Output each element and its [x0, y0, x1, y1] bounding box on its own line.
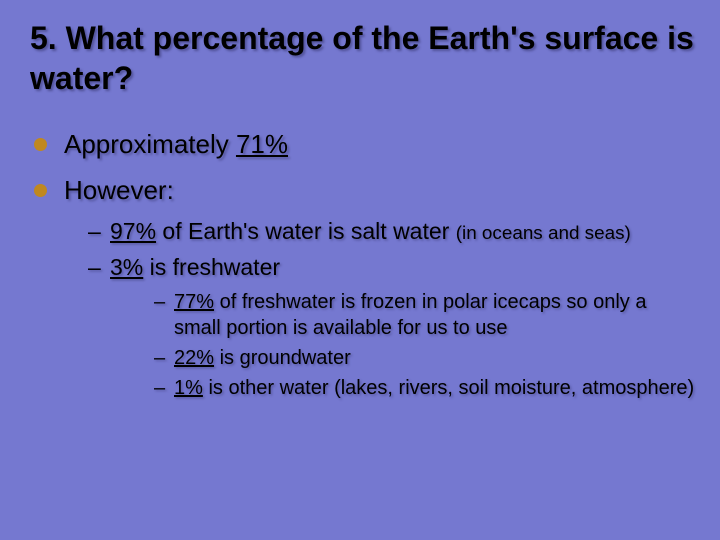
- sub-underlined: 97%: [110, 218, 156, 244]
- subsub-underlined: 22%: [174, 347, 214, 369]
- subsub-underlined: 1%: [174, 377, 203, 399]
- slide-title: 5. What percentage of the Earth's surfac…: [30, 18, 696, 98]
- list-item: Approximately 71%: [30, 126, 696, 162]
- bullet-text-suffix: However:: [64, 175, 174, 205]
- sub-paren: (in oceans and seas): [456, 222, 631, 243]
- sub-underlined: 3%: [110, 254, 143, 280]
- subsub-text: of freshwater is frozen in polar icecaps…: [174, 291, 646, 339]
- bullet-text-prefix: Approximately: [64, 129, 236, 159]
- list-item: 97% of Earth's water is salt water (in o…: [88, 217, 696, 247]
- list-item: 22% is groundwater: [154, 345, 696, 371]
- bullet-list-level-2: 97% of Earth's water is salt water (in o…: [64, 217, 696, 401]
- title-text: What percentage of the Earth's surface i…: [30, 20, 694, 96]
- list-item: However: 97% of Earth's water is salt wa…: [30, 172, 696, 400]
- subsub-text: is groundwater: [214, 347, 351, 369]
- sub-text: of Earth's water is salt water: [156, 218, 456, 244]
- title-number: 5.: [30, 20, 57, 56]
- bullet-text-underlined: 71%: [236, 129, 288, 159]
- sub-text: is freshwater: [143, 254, 280, 280]
- bullet-list-level-3: 77% of freshwater is frozen in polar ice…: [110, 289, 696, 401]
- subsub-text: is other water (lakes, rivers, soil mois…: [203, 377, 694, 399]
- list-item: 1% is other water (lakes, rivers, soil m…: [154, 375, 696, 401]
- list-item: 77% of freshwater is frozen in polar ice…: [154, 289, 696, 341]
- bullet-list-level-1: Approximately 71% However: 97% of Earth'…: [30, 126, 696, 401]
- list-item: 3% is freshwater 77% of freshwater is fr…: [88, 253, 696, 401]
- subsub-underlined: 77%: [174, 291, 214, 313]
